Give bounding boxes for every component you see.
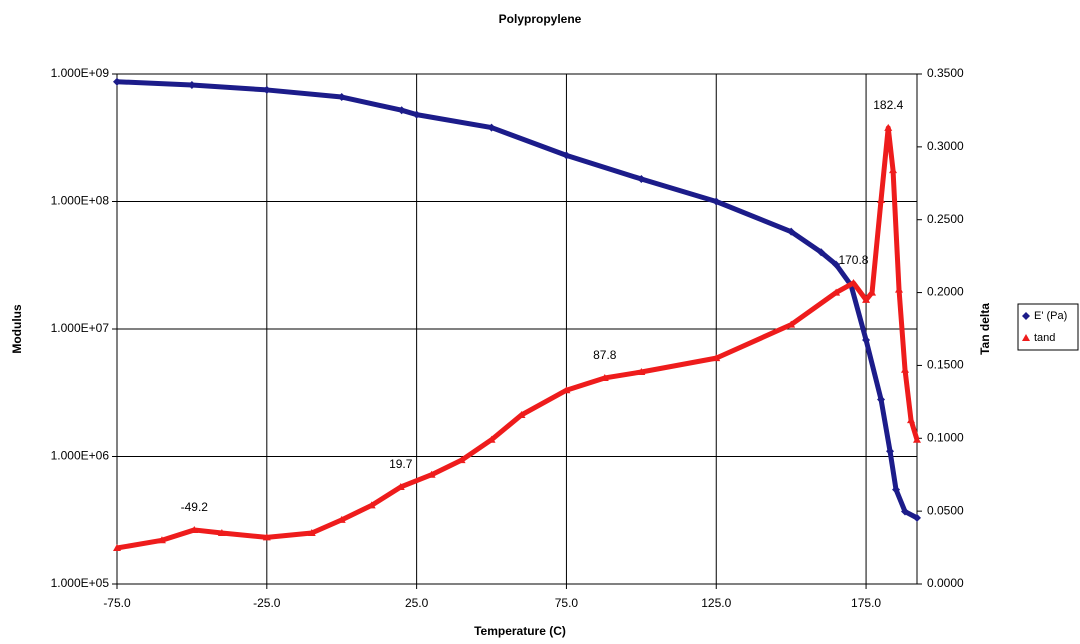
legend-box [1017,303,1079,351]
y2-axis-title: Tan delta [978,303,992,355]
marker [307,529,316,536]
marker [787,227,796,236]
marker [637,367,646,375]
x-tick-label: 25.0 [405,596,429,610]
marker [113,544,121,552]
marker [895,285,904,293]
legend-marker [1022,334,1030,341]
marker [337,93,346,102]
marker [712,354,721,362]
y-tick-label: 1.000E+06 [51,449,110,463]
x-tick-label: -25.0 [253,596,281,610]
marker [787,320,796,328]
y-tick-label: 1.000E+08 [51,194,110,208]
marker [457,456,466,464]
marker [817,248,826,257]
annotation: 182.4 [873,98,903,112]
y2-tick-label: 0.1500 [927,358,964,372]
marker [562,386,571,394]
marker [877,395,886,404]
x-tick-label: -75.0 [103,596,131,610]
annotation: 170.8 [838,253,868,267]
legend-label: E' (Pa) [1034,310,1067,322]
x-tick-label: 175.0 [851,596,881,610]
marker [901,507,910,516]
chart-title: Polypropylene [499,12,582,26]
x-axis-title: Temperature (C) [474,624,566,638]
y-axis-title: Modulus [10,304,24,354]
marker [600,373,609,381]
y2-tick-label: 0.2000 [927,285,964,299]
y2-tick-label: 0.3000 [927,139,964,153]
marker [367,501,376,509]
marker [517,410,526,418]
marker [862,295,871,303]
y2-tick-label: 0.2500 [927,212,964,226]
marker [397,106,406,115]
marker [487,123,496,132]
marker [832,288,841,296]
marker [877,196,886,204]
y-tick-label: 1.000E+07 [51,321,110,335]
legend-label: tand [1034,332,1055,344]
series-line [116,79,919,521]
y-tick-label: 1.000E+05 [51,576,110,590]
marker [913,513,921,522]
marker [892,485,901,494]
marker [113,77,121,86]
x-tick-label: 75.0 [555,596,579,610]
marker [901,365,910,373]
marker [337,515,346,523]
marker [832,260,841,269]
marker [849,278,858,286]
marker [868,288,877,296]
y2-tick-label: 0.0500 [927,503,964,517]
marker [187,80,196,89]
legend-marker [1022,312,1030,320]
x-tick-label: 125.0 [701,596,731,610]
marker [262,533,271,541]
marker [262,85,271,94]
marker [427,470,436,478]
marker [712,197,721,206]
annotation: 87.8 [593,348,617,362]
marker [412,110,421,119]
annotation: -49.2 [181,500,209,514]
marker [487,435,496,443]
marker [217,529,226,536]
marker [190,525,199,533]
marker [889,166,898,174]
marker [913,435,921,443]
y2-tick-label: 0.1000 [927,430,964,444]
marker [396,482,405,490]
marker [562,151,571,160]
marker [637,175,646,184]
marker [886,447,895,456]
marker [907,416,916,424]
annotation: 19.7 [389,457,413,471]
y2-tick-label: 0.0000 [927,576,964,590]
marker [157,536,166,544]
y-tick-label: 1.000E+09 [51,66,110,80]
marker [884,123,893,131]
y2-tick-label: 0.3500 [927,66,964,80]
marker [862,335,871,344]
